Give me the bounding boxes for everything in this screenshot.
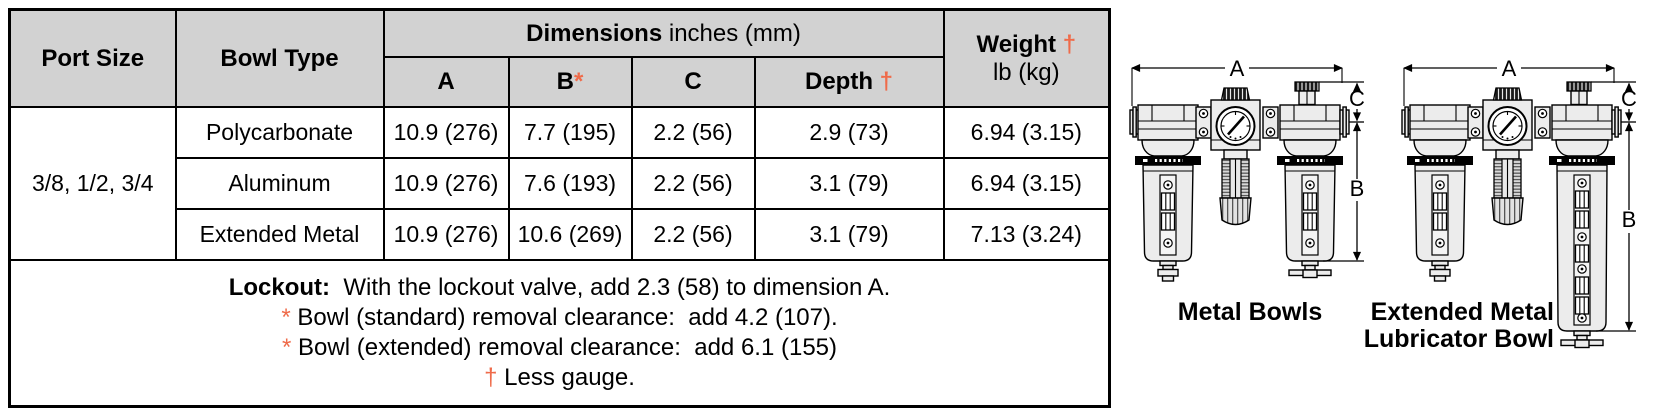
dim-b-value: 7.6 (193) xyxy=(507,157,633,210)
lubricator-metal-bowl xyxy=(1285,165,1335,261)
footnote-bold: Lockout: xyxy=(228,274,331,301)
dim-b-callout: B xyxy=(1622,207,1637,232)
weight-dagger-mark: † xyxy=(1062,30,1077,58)
dimensions-units: inches (mm) xyxy=(662,19,801,47)
dim-a-label: A xyxy=(437,68,455,95)
header-weight: Weight † lb (kg) xyxy=(942,8,1111,108)
table-row: 3/8, 1/2, 3/4 Polycarbonate 10.9 (276) 7… xyxy=(8,106,1111,261)
dim-b-callout: B xyxy=(1350,176,1365,201)
dim-a-value: 10.9 (276) xyxy=(382,106,510,159)
footnotes: Lockout: With the lockout valve, add 2.3… xyxy=(8,259,1111,408)
dim-c-callout: C xyxy=(1621,86,1637,111)
filter-metal-bowl xyxy=(1415,165,1465,261)
filter-drain xyxy=(1157,260,1179,282)
weight-value: 7.13 (3.24) xyxy=(942,208,1111,261)
weight-units: lb (kg) xyxy=(992,58,1060,86)
header-dim-c: C xyxy=(630,56,756,108)
footnote-bowl-standard: * Bowl (standard) removal clearance: add… xyxy=(12,303,1108,333)
extended-metal-drawing: C B Extended Metal Lubricator Bowl xyxy=(1364,56,1637,353)
footnote-lockout: Lockout: With the lockout valve, add 2.3… xyxy=(12,273,1108,303)
footnote-text: Bowl (extended) removal clearance: add 6… xyxy=(291,334,837,361)
metal-bowls-caption: Metal Bowls xyxy=(1178,298,1322,326)
port-size-value: 3/8, 1/2, 3/4 xyxy=(8,106,177,261)
weight-value: 6.94 (3.15) xyxy=(942,106,1111,159)
header-port-size: Port Size xyxy=(8,8,177,108)
metal-bowls-drawing: C B Metal Bowls xyxy=(1130,56,1365,326)
dim-c-value: 2.2 (56) xyxy=(630,157,756,210)
bowl-type-label: Bowl Type xyxy=(220,44,339,72)
footnote-text: Bowl (standard) removal clearance: add 4… xyxy=(290,304,838,331)
table-row: Aluminum 10.9 (276) 7.6 (193) 2.2 (56) 3… xyxy=(10,157,1111,210)
bowl-type-value: Polycarbonate xyxy=(174,106,385,159)
header-dimensions: Dimensions inches (mm) xyxy=(382,8,945,58)
header-bowl-type: Bowl Type xyxy=(174,8,385,108)
depth-value: 3.1 (79) xyxy=(753,157,945,210)
depth-dagger-mark: † xyxy=(879,68,894,95)
bowl-type-value: Aluminum xyxy=(174,157,385,210)
lubricator-drain xyxy=(1288,260,1332,279)
depth-value: 3.1 (79) xyxy=(753,208,945,261)
dim-c-value: 2.2 (56) xyxy=(630,106,756,159)
header-dim-b: B* xyxy=(507,56,633,108)
footnote-dagger-mark: † xyxy=(484,364,498,391)
dim-a-value: 10.9 (276) xyxy=(382,208,510,261)
dim-c-label: C xyxy=(684,68,702,95)
header-dim-depth: Depth † xyxy=(753,56,945,108)
depth-value: 2.9 (73) xyxy=(753,106,945,159)
dimensions-label: Dimensions xyxy=(526,19,663,47)
extended-caption-line2: Lubricator Bowl xyxy=(1364,325,1554,353)
extended-caption-line1: Extended Metal xyxy=(1371,298,1554,326)
dim-b-asterisk-mark: * xyxy=(574,68,584,95)
footnote-bowl-extended: * Bowl (extended) removal clearance: add… xyxy=(12,333,1108,363)
extended-lubricator-bowl xyxy=(1557,165,1607,331)
weight-value: 6.94 (3.15) xyxy=(942,157,1111,210)
filter-metal-bowl xyxy=(1143,165,1193,261)
frl-diagrams: A xyxy=(1118,45,1637,353)
footnote-text: Less gauge. xyxy=(497,364,635,391)
dim-c-callout: C xyxy=(1349,86,1365,111)
lubricator-drain xyxy=(1560,330,1604,349)
bowl-type-value: Extended Metal xyxy=(174,208,385,261)
header-dim-a: A xyxy=(382,56,510,108)
depth-label: Depth xyxy=(805,68,880,95)
table-row: Extended Metal 10.9 (276) 10.6 (269) 2.2… xyxy=(10,208,1111,261)
filter-drain xyxy=(1429,260,1451,282)
dim-b-label: B xyxy=(556,68,574,95)
dimensions-table: Port Size Bowl Type Dimensions inches (m… xyxy=(8,8,1112,408)
footnote-asterisk-mark: * xyxy=(282,334,292,361)
port-size-label: Port Size xyxy=(41,44,145,72)
footnote-asterisk-mark: * xyxy=(281,304,291,331)
footnote-text: With the lockout valve, add 2.3 (58) to … xyxy=(330,274,891,301)
dim-c-value: 2.2 (56) xyxy=(630,208,756,261)
dim-b-value: 7.7 (195) xyxy=(507,106,633,159)
dim-b-value: 10.6 (269) xyxy=(507,208,633,261)
weight-label: Weight xyxy=(976,30,1063,58)
footnotes-row: Lockout: With the lockout valve, add 2.3… xyxy=(8,259,1111,408)
footnote-less-gauge: † Less gauge. xyxy=(12,363,1108,393)
dim-a-value: 10.9 (276) xyxy=(382,157,510,210)
weight-label-line: Weight † xyxy=(946,30,1108,59)
